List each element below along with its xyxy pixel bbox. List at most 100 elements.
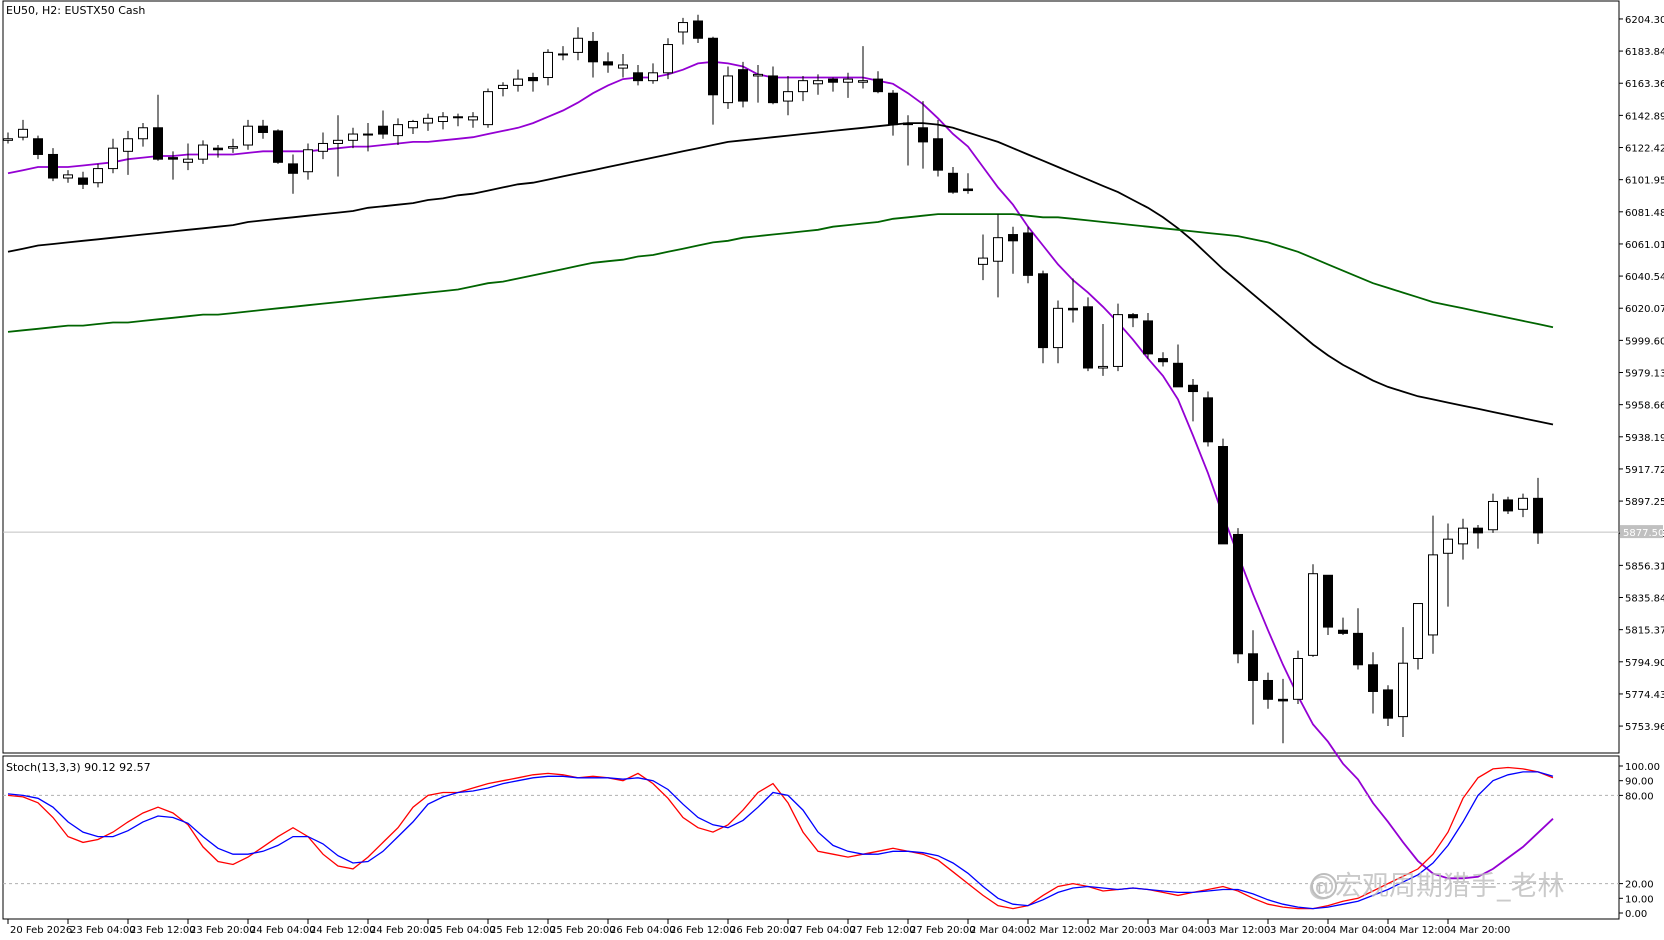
candle-body-bull xyxy=(423,117,433,124)
price-tick-label: 6204.30 xyxy=(1625,15,1664,26)
stoch-plot-frame xyxy=(2,755,1620,920)
candle-body-bear xyxy=(1218,446,1228,545)
candle xyxy=(1383,685,1393,727)
candle-body-bull xyxy=(318,142,328,152)
candle-body-bull xyxy=(543,51,553,79)
candle xyxy=(1143,313,1153,359)
candle xyxy=(1278,678,1288,744)
candle xyxy=(888,90,898,136)
candle xyxy=(243,119,253,150)
candle xyxy=(1113,303,1123,372)
candle-body-bear xyxy=(1278,698,1288,702)
candle-body-bull xyxy=(813,80,823,85)
svg-text:f: f xyxy=(1317,879,1323,898)
candle-body-bear xyxy=(1233,533,1243,655)
candle-body-bull xyxy=(108,147,118,170)
candle xyxy=(213,145,223,158)
price-tick-label: 5979.13 xyxy=(1625,369,1664,380)
candle xyxy=(558,46,568,61)
candle-body-bull xyxy=(723,75,733,104)
candle xyxy=(948,167,958,194)
time-tick-label: 26 Feb 20:00 xyxy=(730,925,796,936)
candle-body-bull xyxy=(483,91,493,126)
time-tick-label: 24 Feb 04:00 xyxy=(250,925,316,936)
candle xyxy=(573,27,583,61)
candle-body-bear xyxy=(1353,632,1363,666)
candle xyxy=(603,52,613,73)
candle xyxy=(873,71,883,94)
candle-body-bull xyxy=(348,133,358,141)
candle-body-bear xyxy=(258,125,268,133)
candle xyxy=(1053,300,1063,364)
candle-body-bull xyxy=(1488,500,1498,531)
price-tick-label: 6122.42 xyxy=(1625,144,1664,155)
candle-body-bear xyxy=(693,20,703,39)
candle xyxy=(1173,344,1183,388)
candle-body-bear xyxy=(1323,574,1333,628)
candle xyxy=(993,214,1003,298)
candle-body-bear xyxy=(33,138,43,155)
candle xyxy=(1398,627,1408,738)
candle xyxy=(633,64,643,86)
candle-body-bear xyxy=(1383,689,1393,719)
candle xyxy=(18,119,28,141)
candle-body-bear xyxy=(903,122,913,126)
candle-body-bull xyxy=(858,80,868,83)
candle xyxy=(363,123,373,152)
candle-body-bear xyxy=(153,127,163,160)
time-tick-label: 4 Mar 12:00 xyxy=(1390,925,1450,936)
candle-body-bear xyxy=(603,61,613,66)
time-tick-label: 4 Mar 04:00 xyxy=(1330,925,1390,936)
candle xyxy=(1023,226,1033,284)
stoch-tick-label: 100.00 xyxy=(1625,762,1660,773)
candle xyxy=(903,115,913,166)
candle-body-bear xyxy=(48,153,58,179)
candle xyxy=(393,118,403,146)
candle xyxy=(168,151,178,180)
candle-body-bull xyxy=(1443,538,1453,554)
candle xyxy=(228,138,238,153)
candle-body-bull xyxy=(123,138,133,152)
candle xyxy=(108,138,118,174)
candle xyxy=(1233,528,1243,664)
stoch-line-1 xyxy=(7,766,1554,910)
time-tick-label: 27 Feb 12:00 xyxy=(850,925,916,936)
candle xyxy=(708,36,718,125)
candle xyxy=(723,66,733,109)
watermark-logo-icon: f xyxy=(1311,873,1337,899)
candle xyxy=(1473,525,1483,549)
candle xyxy=(1353,608,1363,670)
price-axis: 6204.30 6183.84 6163.36 6142.89 6122.42 6101.… xyxy=(1619,15,1664,733)
candle-body-bear xyxy=(288,163,298,174)
time-tick-label: 20 Feb 2026 xyxy=(10,925,72,936)
time-tick-label: 26 Feb 04:00 xyxy=(610,925,676,936)
candle xyxy=(33,135,43,160)
current-price-tag xyxy=(1620,525,1663,539)
candle-body-bull xyxy=(1518,497,1528,510)
candle-body-bull xyxy=(468,116,478,121)
candle xyxy=(3,132,13,144)
candle xyxy=(1083,297,1093,372)
candle xyxy=(63,170,73,183)
candle xyxy=(828,77,838,92)
candle-body-bull xyxy=(438,116,448,122)
candle xyxy=(78,171,88,190)
time-tick-label: 26 Feb 12:00 xyxy=(670,925,736,936)
candle-body-bull xyxy=(1113,314,1123,367)
stoch-tick-label: 0.00 xyxy=(1625,909,1647,920)
time-tick-label: 27 Feb 04:00 xyxy=(790,925,856,936)
stoch-lines xyxy=(7,766,1554,910)
candle xyxy=(753,64,763,103)
candle-body-bear xyxy=(708,37,718,96)
candle-body-bull xyxy=(678,22,688,33)
candle xyxy=(963,173,973,194)
time-tick-label: 25 Feb 04:00 xyxy=(430,925,496,936)
candle xyxy=(1428,515,1438,654)
candle xyxy=(1038,270,1048,364)
candle-body-bear xyxy=(888,92,898,126)
candle-body-bear xyxy=(738,69,748,102)
price-tick-label: 6061.01 xyxy=(1625,240,1664,251)
candle xyxy=(498,82,508,97)
price-tick-label: 6101.95 xyxy=(1625,176,1664,187)
